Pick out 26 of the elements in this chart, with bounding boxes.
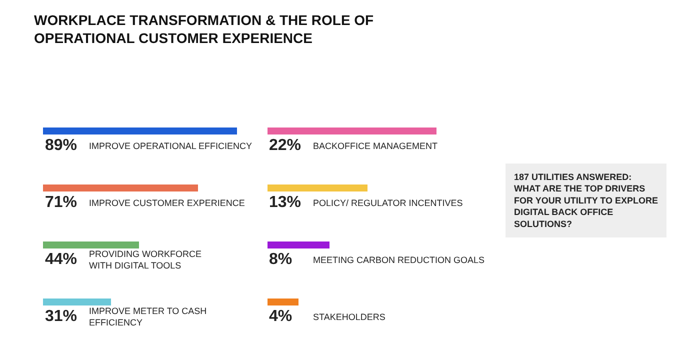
category-label: MEETING CARBON REDUCTION GOALS — [313, 255, 485, 265]
category-label: POLICY/ REGULATOR INCENTIVES — [313, 198, 463, 208]
data-label: 31% — [45, 308, 78, 325]
data-label: 44% — [45, 251, 78, 268]
data-label: 4% — [269, 308, 292, 325]
data-label: 89% — [45, 137, 78, 154]
bar — [43, 298, 111, 306]
bar — [267, 242, 330, 249]
bar — [267, 298, 298, 306]
bar — [43, 242, 139, 249]
data-label: 22% — [269, 137, 302, 154]
category-label: PROVIDING WORKFORCE WITH DIGITAL TOOLS — [89, 249, 202, 271]
data-label: 8% — [269, 251, 292, 268]
data-label: 13% — [269, 194, 302, 211]
bar — [267, 184, 368, 192]
bar — [43, 128, 237, 135]
text: 187 UTILITIES ANSWERED: WHAT ARE THE TOP DRIVERS FOR YOUR UTILITY TO EXPLORE DIGITAL BACK OFFICE SOLUTIONS? — [514, 172, 658, 229]
category-label: IMPROVE METER TO CASH EFFICIENCY — [89, 306, 207, 328]
bar — [267, 128, 436, 135]
chart-title: WORKPLACE TRANSFORMATION & THE ROLE OF OPERATIONAL CUSTOMER EXPERIENCE — [34, 12, 374, 46]
category-label: STAKEHOLDERS — [313, 312, 386, 322]
data-label: 71% — [45, 194, 78, 211]
bar — [43, 184, 198, 192]
category-label: IMPROVE OPERATIONAL EFFICIENCY — [89, 141, 252, 151]
category-label: BACKOFFICE MANAGEMENT — [313, 141, 438, 151]
category-label: IMPROVE CUSTOMER EXPERIENCE — [89, 198, 245, 208]
